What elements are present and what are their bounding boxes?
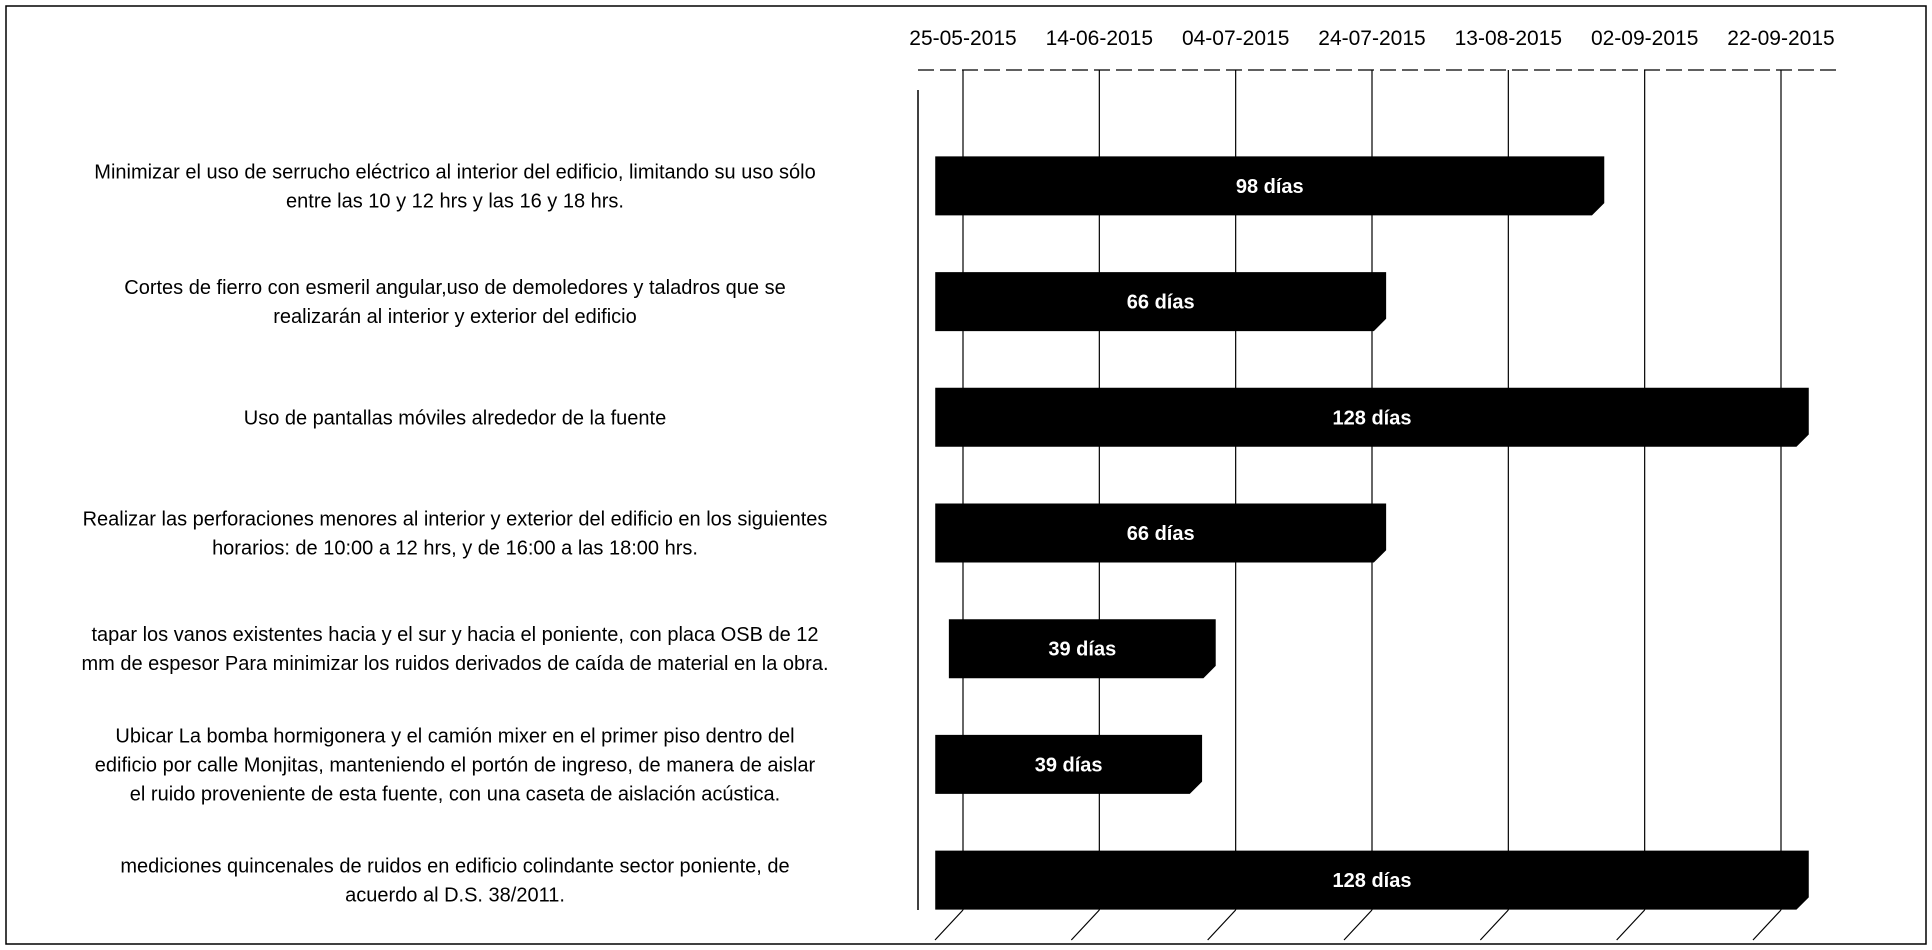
date-tick-label: 25-05-2015 [909,27,1016,50]
bar-duration-label: 128 días [1333,870,1412,892]
date-tick-label: 14-06-2015 [1046,27,1153,50]
perspective-tick [1070,909,1100,941]
perspective-tick [1752,909,1782,941]
perspective-tick [1616,909,1646,941]
date-tick-label: 13-08-2015 [1455,27,1562,50]
bar-duration-label: 128 días [1333,407,1412,429]
date-tick-label: 04-07-2015 [1182,27,1289,50]
perspective-tick [1479,909,1509,941]
task-label: Realizar las perforaciones menores al in… [83,509,828,560]
outer-border [5,5,1927,945]
task-bar [935,272,1387,332]
task-bar [935,503,1387,563]
task-label-line: edificio por calle Monjitas, manteniendo… [95,754,816,776]
perspective-tick [934,909,964,941]
bar-duration-label: 66 días [1127,292,1195,314]
task-label-line: horarios: de 10:00 a 12 hrs, y de 16:00 … [212,538,698,560]
task-label: mediciones quincenales de ruidos en edif… [120,856,789,907]
date-tick-label: 22-09-2015 [1727,27,1834,50]
task-label: tapar los vanos existentes hacia y el su… [81,624,828,675]
bar-duration-label: 39 días [1048,639,1116,661]
bar-duration-label: 39 días [1035,754,1103,776]
task-label: Cortes de fierro con esmeril angular,uso… [124,277,785,328]
task-bar [935,387,1809,447]
chart-frame [5,5,1927,945]
task-label-line: el ruido proveniente de esta fuente, con… [130,783,780,805]
task-label: Uso de pantallas móviles alrededor de la… [244,407,666,429]
task-label-line: mediciones quincenales de ruidos en edif… [120,856,789,878]
perspective-tick [1343,909,1373,941]
task-label-line: acuerdo al D.S. 38/2011. [345,885,565,907]
task-label-line: Minimizar el uso de serrucho eléctrico a… [94,161,815,183]
task-bar [935,156,1605,216]
perspective-tick [1207,909,1237,941]
task-bar [948,619,1216,679]
task-bar [935,734,1203,794]
bar-duration-label: 98 días [1236,176,1304,198]
task-label-line: Uso de pantallas móviles alrededor de la… [244,407,666,429]
task-label-line: realizarán al interior y exterior del ed… [273,306,637,328]
date-tick-label: 02-09-2015 [1591,27,1698,50]
task-label-line: Ubicar La bomba hormigonera y el camión … [115,725,794,747]
task-label-line: entre las 10 y 12 hrs y las 16 y 18 hrs. [286,190,624,212]
task-label-line: Realizar las perforaciones menores al in… [83,509,828,531]
task-label: Ubicar La bomba hormigonera y el camión … [95,725,816,805]
task-label-line: mm de espesor Para minimizar los ruidos … [81,653,828,675]
task-bar [935,850,1809,910]
task-bars: 98 días 66 días 128 días 66 días 39 días 39 d… [935,156,1809,910]
task-label: Minimizar el uso de serrucho eléctrico a… [94,161,815,212]
task-labels: Minimizar el uso de serrucho eléctrico a… [81,161,828,906]
task-label-line: tapar los vanos existentes hacia y el su… [91,624,818,646]
date-tick-label: 24-07-2015 [1318,27,1425,50]
bar-duration-label: 66 días [1127,523,1195,545]
date-axis: 25-05-2015 14-06-2015 04-07-2015 24-07-2015… [909,27,1841,71]
task-label-line: Cortes de fierro con esmeril angular,uso… [124,277,785,299]
